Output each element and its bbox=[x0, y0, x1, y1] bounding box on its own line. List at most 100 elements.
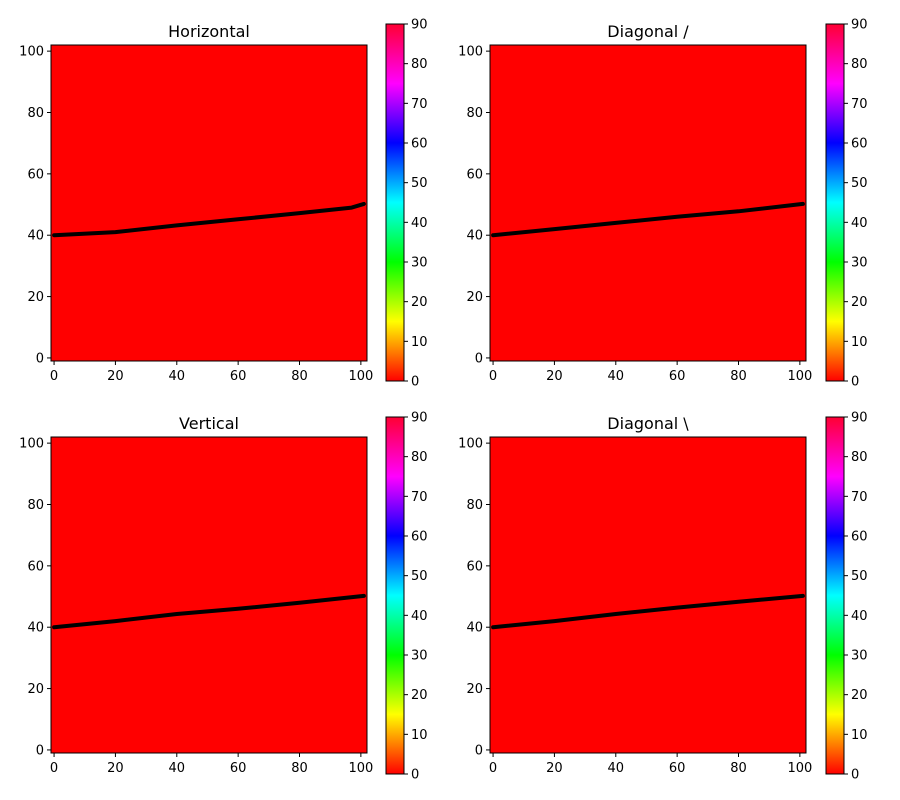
y-tick-label: 0 bbox=[475, 351, 483, 366]
x-tick-label: 20 bbox=[546, 761, 563, 776]
y-tick-label: 80 bbox=[27, 498, 44, 513]
contour-line bbox=[491, 593, 805, 630]
contour-line bbox=[491, 201, 805, 238]
y-tick-label: 60 bbox=[466, 167, 483, 182]
colorbar-tick-label: 90 bbox=[851, 411, 868, 426]
y-tick-label: 80 bbox=[466, 498, 483, 513]
y-tick-label: 100 bbox=[19, 45, 44, 60]
panel-title: Vertical bbox=[179, 414, 239, 433]
x-tick-label: 100 bbox=[787, 761, 812, 776]
colorbar-tick-label: 80 bbox=[851, 57, 868, 72]
colorbar-tick-label: 80 bbox=[411, 450, 428, 465]
colorbar-tick-label: 0 bbox=[851, 375, 859, 390]
y-tick-label: 40 bbox=[27, 621, 44, 636]
colorbar-tick-label: 30 bbox=[851, 649, 868, 664]
colorbar-tick-label: 70 bbox=[851, 97, 868, 112]
x-tick-label: 100 bbox=[348, 369, 373, 384]
y-tick-label: 100 bbox=[458, 437, 483, 452]
colorbar-tick-label: 0 bbox=[411, 768, 419, 783]
axes-frame bbox=[489, 44, 807, 362]
panel-4: Diagonal \ 0 20 40 60 80 100 0 20 40 60 80 100 0 10 20 3… bbox=[458, 411, 867, 783]
y-tick-label: 40 bbox=[466, 621, 483, 636]
y-tick-label: 20 bbox=[27, 682, 44, 697]
x-tick-label: 40 bbox=[608, 761, 625, 776]
colorbar-tick-label: 20 bbox=[411, 295, 428, 310]
x-tick-label: 60 bbox=[230, 761, 247, 776]
colorbar-tick-label: 50 bbox=[411, 176, 428, 191]
y-tick-label: 40 bbox=[27, 229, 44, 244]
x-tick-label: 20 bbox=[546, 369, 563, 384]
colorbar-tick-label: 60 bbox=[411, 137, 428, 152]
colorbar-tick-label: 50 bbox=[411, 569, 428, 584]
colorbar-tick-label: 40 bbox=[411, 216, 428, 231]
colorbar-tick-label: 80 bbox=[851, 450, 868, 465]
x-tick-label: 80 bbox=[730, 369, 747, 384]
x-tick-label: 80 bbox=[291, 369, 308, 384]
colorbar-tick-label: 40 bbox=[411, 609, 428, 624]
colorbar-tick-label: 10 bbox=[851, 728, 868, 743]
y-tick-label: 20 bbox=[466, 682, 483, 697]
y-tick-label: 0 bbox=[475, 743, 483, 758]
y-tick-label: 80 bbox=[466, 106, 483, 121]
x-tick-label: 20 bbox=[107, 369, 124, 384]
colorbar-tick-label: 60 bbox=[411, 530, 428, 545]
x-tick-label: 100 bbox=[348, 761, 373, 776]
y-tick-label: 80 bbox=[27, 106, 44, 121]
y-tick-label: 40 bbox=[466, 229, 483, 244]
colorbar-tick-label: 70 bbox=[411, 490, 428, 505]
x-tick-label: 0 bbox=[50, 761, 58, 776]
x-tick-label: 60 bbox=[669, 369, 686, 384]
y-tick-label: 0 bbox=[36, 743, 44, 758]
colorbar-tick-label: 40 bbox=[851, 216, 868, 231]
x-tick-label: 0 bbox=[489, 761, 497, 776]
colorbar bbox=[825, 416, 845, 775]
heatmap-field bbox=[51, 45, 367, 361]
y-tick-label: 60 bbox=[27, 559, 44, 574]
panel-title: Diagonal / bbox=[607, 22, 689, 41]
colorbar-tick-label: 10 bbox=[851, 335, 868, 350]
colorbar-tick-label: 70 bbox=[851, 490, 868, 505]
colorbar-tick-label: 10 bbox=[411, 728, 428, 743]
colorbar-tick-label: 30 bbox=[851, 256, 868, 271]
colorbar bbox=[825, 23, 845, 382]
panel-3: Vertical 0 20 40 60 80 100 0 20 40 60 80 100 0 10 20 30 4… bbox=[19, 411, 427, 783]
panel-title: Diagonal \ bbox=[607, 414, 689, 433]
colorbar-tick-label: 0 bbox=[411, 375, 419, 390]
colorbar-tick-label: 20 bbox=[411, 688, 428, 703]
axes-frame bbox=[50, 436, 368, 754]
colorbar-tick-label: 40 bbox=[851, 609, 868, 624]
contour-line bbox=[52, 201, 366, 238]
y-tick-label: 100 bbox=[19, 437, 44, 452]
x-tick-label: 40 bbox=[169, 369, 186, 384]
x-tick-label: 0 bbox=[50, 369, 58, 384]
x-tick-label: 80 bbox=[291, 761, 308, 776]
y-tick-label: 100 bbox=[458, 45, 483, 60]
x-tick-label: 20 bbox=[107, 761, 124, 776]
y-tick-label: 0 bbox=[36, 351, 44, 366]
colorbar-tick-label: 10 bbox=[411, 335, 428, 350]
heatmap-field bbox=[490, 437, 806, 753]
colorbar-tick-label: 50 bbox=[851, 176, 868, 191]
colorbar-tick-label: 80 bbox=[411, 57, 428, 72]
colorbar-tick-label: 30 bbox=[411, 256, 428, 271]
axes-frame bbox=[489, 436, 807, 754]
panel-2: Diagonal / 0 20 40 60 80 100 0 20 40 60 80 100 0 10 20 3… bbox=[458, 18, 867, 390]
colorbar-tick-label: 0 bbox=[851, 768, 859, 783]
x-tick-label: 100 bbox=[787, 369, 812, 384]
colorbar-tick-label: 70 bbox=[411, 97, 428, 112]
contour-line bbox=[52, 593, 366, 630]
y-tick-label: 20 bbox=[466, 290, 483, 305]
axes-frame bbox=[50, 44, 368, 362]
colorbar-tick-label: 30 bbox=[411, 649, 428, 664]
heatmap-field bbox=[51, 437, 367, 753]
x-tick-label: 40 bbox=[169, 761, 186, 776]
colorbar-tick-label: 60 bbox=[851, 530, 868, 545]
y-tick-label: 20 bbox=[27, 290, 44, 305]
colorbar bbox=[385, 416, 405, 775]
panel-title: Horizontal bbox=[168, 22, 250, 41]
colorbar-tick-label: 50 bbox=[851, 569, 868, 584]
colorbar-tick-label: 20 bbox=[851, 295, 868, 310]
colorbar-tick-label: 90 bbox=[411, 18, 428, 33]
x-tick-label: 60 bbox=[669, 761, 686, 776]
